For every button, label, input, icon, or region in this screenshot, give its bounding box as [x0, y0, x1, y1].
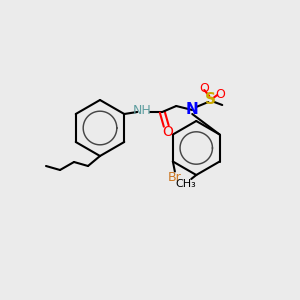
- Text: CH₃: CH₃: [176, 179, 196, 189]
- Text: S: S: [205, 92, 216, 107]
- Text: Br: Br: [168, 171, 182, 184]
- Text: O: O: [162, 125, 173, 139]
- Text: N: N: [186, 103, 199, 118]
- Text: O: O: [215, 88, 225, 100]
- Text: O: O: [199, 82, 209, 94]
- Text: NH: NH: [133, 104, 152, 118]
